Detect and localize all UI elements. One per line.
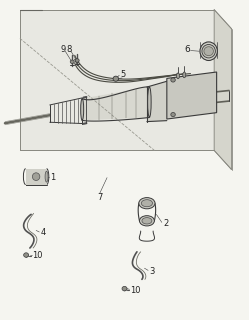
Polygon shape bbox=[26, 169, 47, 185]
Text: 2: 2 bbox=[163, 219, 168, 228]
Ellipse shape bbox=[142, 218, 152, 224]
Ellipse shape bbox=[81, 99, 84, 120]
Text: 8: 8 bbox=[66, 45, 72, 54]
Ellipse shape bbox=[204, 47, 213, 56]
Ellipse shape bbox=[171, 113, 175, 117]
Text: 1: 1 bbox=[50, 173, 55, 182]
Polygon shape bbox=[20, 10, 214, 150]
Ellipse shape bbox=[70, 60, 74, 64]
Ellipse shape bbox=[148, 87, 151, 117]
Ellipse shape bbox=[45, 171, 48, 182]
Polygon shape bbox=[82, 87, 149, 120]
Text: 7: 7 bbox=[97, 193, 102, 202]
Polygon shape bbox=[167, 72, 217, 119]
Text: 5: 5 bbox=[120, 70, 125, 79]
Text: 6: 6 bbox=[184, 45, 190, 54]
Ellipse shape bbox=[141, 200, 152, 207]
Ellipse shape bbox=[171, 78, 175, 82]
Text: 4: 4 bbox=[40, 228, 46, 237]
Ellipse shape bbox=[202, 44, 215, 58]
Polygon shape bbox=[214, 10, 232, 170]
Ellipse shape bbox=[32, 173, 40, 180]
Ellipse shape bbox=[200, 42, 217, 60]
Ellipse shape bbox=[122, 286, 127, 291]
Text: 3: 3 bbox=[149, 268, 154, 276]
Polygon shape bbox=[147, 81, 167, 122]
Text: 10: 10 bbox=[32, 252, 43, 260]
Ellipse shape bbox=[177, 73, 180, 79]
Ellipse shape bbox=[24, 253, 29, 257]
Text: 9: 9 bbox=[60, 45, 65, 54]
Ellipse shape bbox=[183, 72, 186, 78]
Ellipse shape bbox=[75, 59, 79, 62]
Ellipse shape bbox=[139, 216, 154, 226]
Text: 10: 10 bbox=[130, 286, 141, 295]
Ellipse shape bbox=[139, 198, 155, 209]
Ellipse shape bbox=[113, 76, 119, 81]
